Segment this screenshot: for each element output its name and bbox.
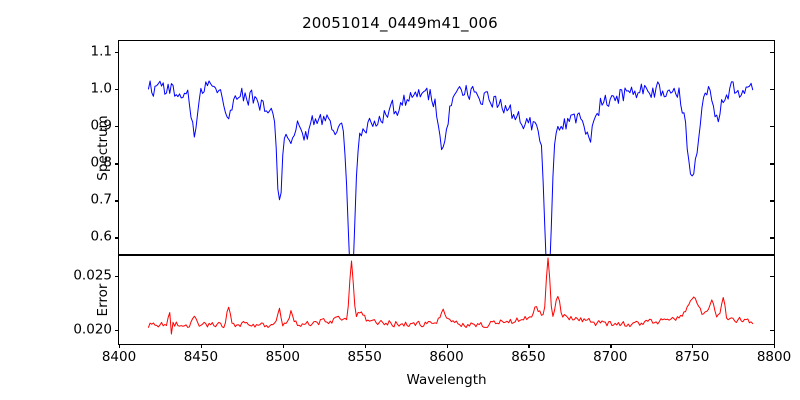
y-tick-mark-right [770, 329, 774, 332]
error-plot-area [119, 256, 774, 344]
x-tick-label: 8450 [183, 349, 219, 365]
x-tick-label: 8500 [265, 349, 300, 365]
y-tick-label: 0.7 [90, 191, 112, 208]
y-tick-label: 0.8 [90, 154, 112, 171]
y-tick-mark [115, 52, 119, 54]
spectrum-y-axis-title: Spectrum [95, 114, 111, 181]
x-tick-label: 8800 [756, 349, 792, 365]
spectrum-plot-area [119, 41, 774, 254]
y-tick-mark-right [770, 200, 774, 202]
figure-title: 20051014_0449m41_006 [302, 14, 498, 32]
y-tick-mark-right [770, 163, 774, 165]
y-tick-label: 1.0 [90, 80, 112, 97]
x-tick-mark [282, 344, 285, 348]
y-tick-label: 0.025 [73, 266, 112, 283]
y-tick-label: 0.020 [73, 321, 112, 338]
x-tick-mark [446, 344, 448, 348]
spectrum-axes: Spectrum 0.6 0.7 0.8 0.9 1.0 1.1 [91, 40, 776, 258]
y-tick-label: 1.1 [90, 43, 112, 60]
y-tick-mark [115, 275, 119, 277]
x-tick-label: 8750 [674, 349, 710, 365]
y-tick-mark [115, 329, 119, 332]
x-axis-title: Wavelength [406, 372, 487, 388]
y-tick-label: 0.9 [90, 117, 112, 134]
x-tick-mark [692, 344, 694, 348]
x-tick-label: 8550 [347, 349, 382, 365]
x-tick-mark [119, 344, 121, 348]
x-tick-mark [200, 344, 203, 348]
y-tick-mark-right [770, 126, 774, 128]
error-axes: Error 0.020 0.025 8400 8450 8500 8550 8600 8650… [73, 255, 791, 364]
y-tick-label: 0.6 [90, 228, 112, 245]
x-tick-label: 8400 [101, 349, 137, 365]
y-tick-mark [115, 89, 119, 91]
y-tick-mark [115, 237, 119, 239]
x-tick-label: 8700 [593, 349, 628, 365]
y-tick-mark-right [770, 52, 774, 54]
y-tick-mark [115, 163, 119, 165]
y-tick-mark [115, 200, 119, 202]
y-tick-mark-right [770, 237, 774, 239]
x-tick-label: 8600 [429, 349, 464, 365]
x-tick-mark [528, 344, 530, 348]
x-tick-mark [774, 344, 776, 348]
error-panel-line [148, 258, 752, 334]
x-tick-mark [610, 344, 612, 348]
y-tick-mark-right [770, 275, 774, 277]
x-tick-label: 8650 [511, 349, 546, 365]
x-tick-mark [364, 344, 366, 348]
spectrum-panel-line [148, 81, 752, 254]
y-tick-mark [115, 126, 119, 128]
y-tick-mark-right [770, 89, 774, 91]
error-y-axis-title: Error [95, 283, 111, 317]
